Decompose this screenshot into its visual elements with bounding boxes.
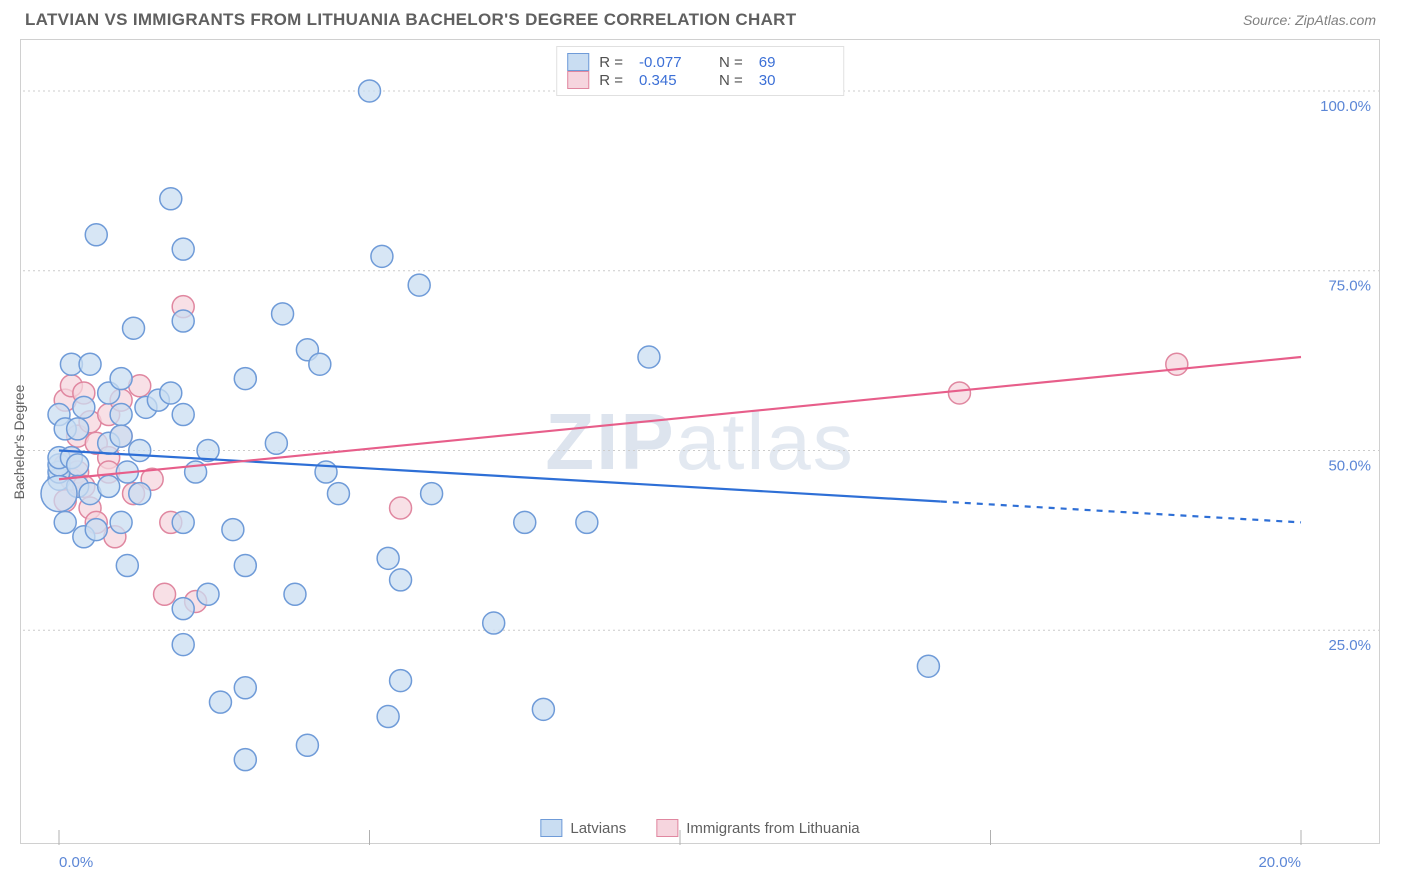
chart-container: LATVIAN VS IMMIGRANTS FROM LITHUANIA BAC… [0, 0, 1406, 892]
svg-text:50.0%: 50.0% [1328, 457, 1371, 474]
stat-r-label: R = [599, 54, 623, 71]
chart-title: LATVIAN VS IMMIGRANTS FROM LITHUANIA BAC… [25, 10, 796, 30]
legend-swatch [656, 819, 678, 837]
svg-text:100.0%: 100.0% [1320, 98, 1371, 115]
svg-text:25.0%: 25.0% [1328, 637, 1371, 654]
plot-area: Bachelor's Degree ZIPatlas 25.0%50.0%75.… [20, 39, 1380, 844]
series-legend: Latvians Immigrants from Lithuania [540, 819, 859, 837]
correlation-legend: R = -0.077 N = 69 R = 0.345 N = 30 [556, 46, 844, 96]
legend-swatch [567, 53, 589, 71]
stat-r-value: 0.345 [639, 72, 709, 89]
svg-text:75.0%: 75.0% [1328, 278, 1371, 295]
series-legend-label: Immigrants from Lithuania [686, 820, 859, 837]
svg-text:0.0%: 0.0% [59, 854, 93, 871]
correlation-legend-row: R = 0.345 N = 30 [567, 71, 829, 89]
stat-r-label: R = [599, 72, 623, 89]
legend-swatch [540, 819, 562, 837]
chart-svg: 25.0%50.0%75.0%100.0%0.0%20.0% [21, 40, 1379, 843]
series-legend-item: Latvians [540, 819, 626, 837]
svg-text:20.0%: 20.0% [1258, 854, 1301, 871]
header: LATVIAN VS IMMIGRANTS FROM LITHUANIA BAC… [20, 10, 1386, 35]
stat-n-value: 69 [759, 54, 829, 71]
legend-swatch [567, 71, 589, 89]
stat-n-label: N = [719, 72, 743, 89]
stat-n-value: 30 [759, 72, 829, 89]
stat-n-label: N = [719, 54, 743, 71]
source-label: Source: ZipAtlas.com [1243, 12, 1376, 28]
correlation-legend-row: R = -0.077 N = 69 [567, 53, 829, 71]
stat-r-value: -0.077 [639, 54, 709, 71]
series-legend-item: Immigrants from Lithuania [656, 819, 859, 837]
series-legend-label: Latvians [570, 820, 626, 837]
